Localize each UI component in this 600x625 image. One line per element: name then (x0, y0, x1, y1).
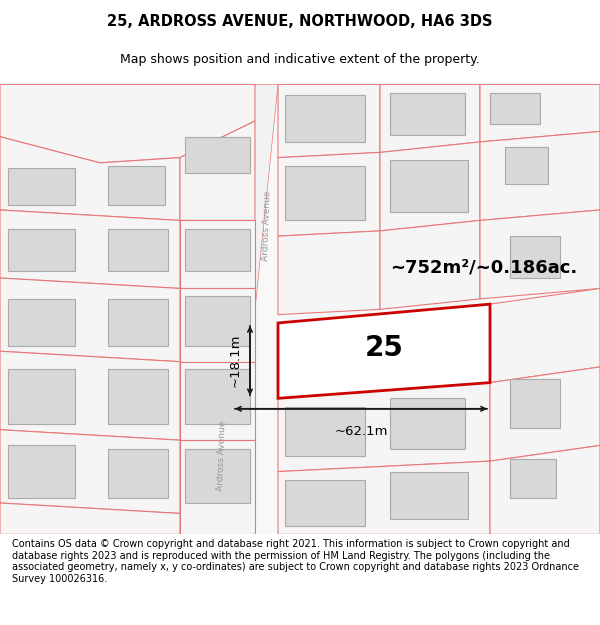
Polygon shape (0, 137, 180, 221)
Polygon shape (380, 142, 480, 231)
Polygon shape (180, 362, 255, 440)
Polygon shape (0, 278, 180, 362)
Polygon shape (278, 304, 490, 398)
Text: Map shows position and indicative extent of the property.: Map shows position and indicative extent… (120, 52, 480, 66)
Polygon shape (380, 84, 480, 152)
Text: Ardross Avenue: Ardross Avenue (261, 191, 273, 261)
Polygon shape (390, 160, 468, 212)
Polygon shape (390, 92, 465, 134)
Polygon shape (0, 210, 180, 289)
Text: 25, ARDROSS AVENUE, NORTHWOOD, HA6 3DS: 25, ARDROSS AVENUE, NORTHWOOD, HA6 3DS (107, 14, 493, 29)
Text: 25: 25 (365, 334, 403, 362)
Polygon shape (490, 289, 600, 382)
Polygon shape (285, 407, 365, 456)
Polygon shape (510, 236, 560, 278)
Polygon shape (8, 229, 75, 271)
Polygon shape (480, 210, 600, 299)
Text: ~62.1m: ~62.1m (334, 426, 388, 438)
Polygon shape (8, 299, 75, 346)
Polygon shape (490, 446, 600, 534)
Polygon shape (8, 446, 75, 498)
Polygon shape (0, 84, 255, 163)
Polygon shape (480, 84, 600, 142)
Polygon shape (185, 449, 250, 503)
Polygon shape (0, 430, 180, 514)
Text: Ardross Avenue: Ardross Avenue (216, 421, 228, 491)
Polygon shape (285, 480, 365, 526)
Polygon shape (185, 229, 250, 271)
Polygon shape (505, 147, 548, 184)
Polygon shape (490, 367, 600, 461)
Polygon shape (185, 369, 250, 424)
Polygon shape (8, 168, 75, 205)
Polygon shape (108, 449, 168, 498)
Polygon shape (108, 229, 168, 271)
Polygon shape (185, 137, 250, 173)
Polygon shape (278, 152, 380, 236)
Polygon shape (390, 398, 465, 449)
Text: Contains OS data © Crown copyright and database right 2021. This information is : Contains OS data © Crown copyright and d… (12, 539, 579, 584)
Polygon shape (0, 351, 180, 440)
Polygon shape (185, 296, 250, 346)
Polygon shape (208, 84, 278, 534)
Polygon shape (8, 369, 75, 424)
Polygon shape (285, 166, 365, 221)
Polygon shape (490, 92, 540, 124)
Polygon shape (480, 131, 600, 221)
Polygon shape (0, 84, 600, 534)
Text: ~752m²/~0.186ac.: ~752m²/~0.186ac. (390, 259, 577, 276)
Polygon shape (285, 95, 365, 142)
Polygon shape (180, 440, 255, 534)
Polygon shape (180, 121, 255, 221)
Polygon shape (0, 503, 180, 534)
Polygon shape (278, 231, 380, 314)
Polygon shape (108, 166, 165, 205)
Polygon shape (278, 461, 490, 534)
Polygon shape (278, 382, 490, 472)
Polygon shape (278, 84, 380, 158)
Polygon shape (108, 369, 168, 424)
Polygon shape (390, 472, 468, 519)
Text: ~18.1m: ~18.1m (229, 334, 242, 388)
Polygon shape (510, 459, 556, 498)
Polygon shape (510, 379, 560, 428)
Polygon shape (180, 289, 255, 362)
Polygon shape (380, 221, 480, 309)
Polygon shape (180, 221, 255, 289)
Polygon shape (108, 299, 168, 346)
